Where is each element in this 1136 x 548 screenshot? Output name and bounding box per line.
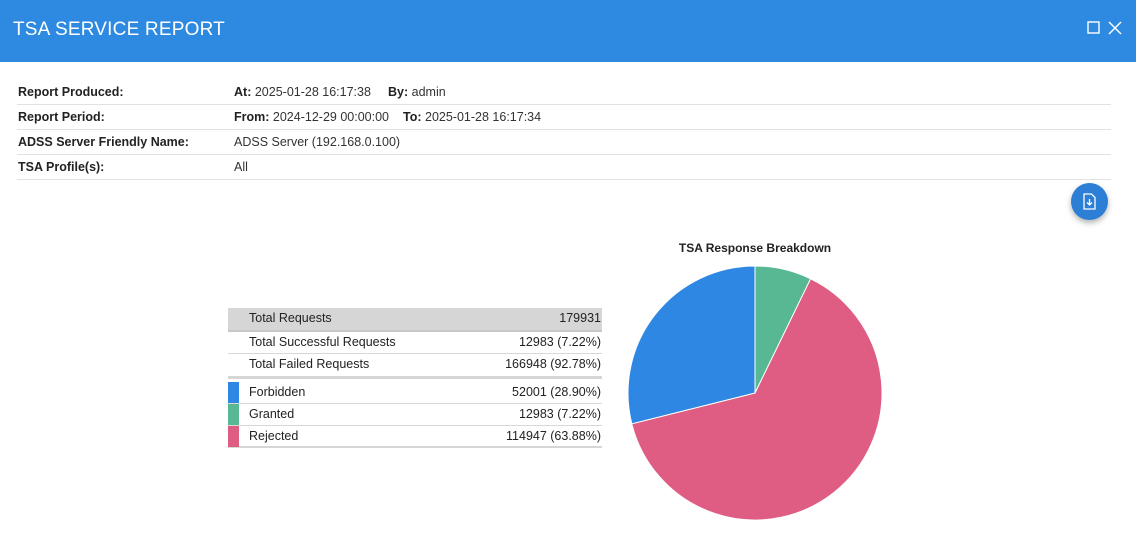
at-value: 2025-01-28 16:17:38 xyxy=(254,85,371,99)
legend-row-forbidden: Forbidden 52001 (28.90%) xyxy=(228,382,602,404)
maximize-icon xyxy=(1087,21,1100,34)
successful-requests-label: Total Successful Requests xyxy=(249,335,396,349)
close-button[interactable] xyxy=(1107,20,1123,36)
window-titlebar: TSA SERVICE REPORT xyxy=(0,0,1136,62)
info-row-period: Report Period: From: 2024-12-29 00:00:00… xyxy=(17,105,1111,130)
legend-row-granted: Granted 12983 (7.22%) xyxy=(228,404,602,426)
rejected-value: 114947 (63.88%) xyxy=(506,429,601,443)
info-row-produced: Report Produced: At: 2025-01-28 16:17:38… xyxy=(17,80,1111,105)
rejected-label: Rejected xyxy=(249,429,299,443)
successful-requests-row: Total Successful Requests 12983 (7.22%) xyxy=(228,332,602,354)
granted-label: Granted xyxy=(249,407,295,421)
failed-requests-label: Total Failed Requests xyxy=(249,357,370,371)
period-label: Report Period: xyxy=(18,110,105,124)
from-value: 2024-12-29 00:00:00 xyxy=(272,110,389,124)
to-value: 2025-01-28 16:17:34 xyxy=(425,110,542,124)
successful-requests-value: 12983 (7.22%) xyxy=(518,335,601,349)
maximize-button[interactable] xyxy=(1086,20,1102,36)
report-info-table: Report Produced: At: 2025-01-28 16:17:38… xyxy=(17,80,1111,180)
download-report-button[interactable] xyxy=(1071,183,1108,220)
info-row-profile: TSA Profile(s): All xyxy=(17,155,1111,180)
legend-row-rejected: Rejected 114947 (63.88%) xyxy=(228,426,602,448)
failed-requests-value: 166948 (92.78%) xyxy=(505,357,601,371)
produced-label: Report Produced: xyxy=(18,85,124,99)
pie-slice-rejected[interactable] xyxy=(631,278,883,521)
at-label: At: xyxy=(234,85,252,99)
window-title: TSA SERVICE REPORT xyxy=(13,19,225,40)
profile-value: All xyxy=(234,160,248,174)
pie-slice-forbidden[interactable] xyxy=(627,265,756,425)
chart-title: TSA Response Breakdown xyxy=(678,241,832,255)
granted-swatch xyxy=(228,404,239,425)
total-requests-value: 179931 xyxy=(559,311,601,325)
by-label: By: xyxy=(388,85,409,99)
file-download-icon xyxy=(1083,193,1096,210)
granted-value: 12983 (7.22%) xyxy=(518,407,601,421)
total-requests-label: Total Requests xyxy=(249,311,332,325)
summary-table: Total Requests 179931 Total Successful R… xyxy=(228,308,602,448)
pie-chart xyxy=(627,265,883,521)
server-value: ADSS Server (192.168.0.100) xyxy=(234,135,401,149)
rejected-swatch xyxy=(228,426,239,447)
to-label: To: xyxy=(403,110,422,124)
total-requests-row: Total Requests 179931 xyxy=(228,308,602,330)
info-row-server: ADSS Server Friendly Name: ADSS Server (… xyxy=(17,130,1111,155)
from-label: From: xyxy=(234,110,270,124)
by-value: admin xyxy=(411,85,446,99)
forbidden-value: 52001 (28.90%) xyxy=(512,385,601,399)
close-icon xyxy=(1108,21,1122,35)
forbidden-swatch xyxy=(228,382,239,403)
profile-label: TSA Profile(s): xyxy=(18,160,105,174)
failed-requests-row: Total Failed Requests 166948 (92.78%) xyxy=(228,354,602,376)
server-label: ADSS Server Friendly Name: xyxy=(18,135,189,149)
forbidden-label: Forbidden xyxy=(249,385,306,399)
